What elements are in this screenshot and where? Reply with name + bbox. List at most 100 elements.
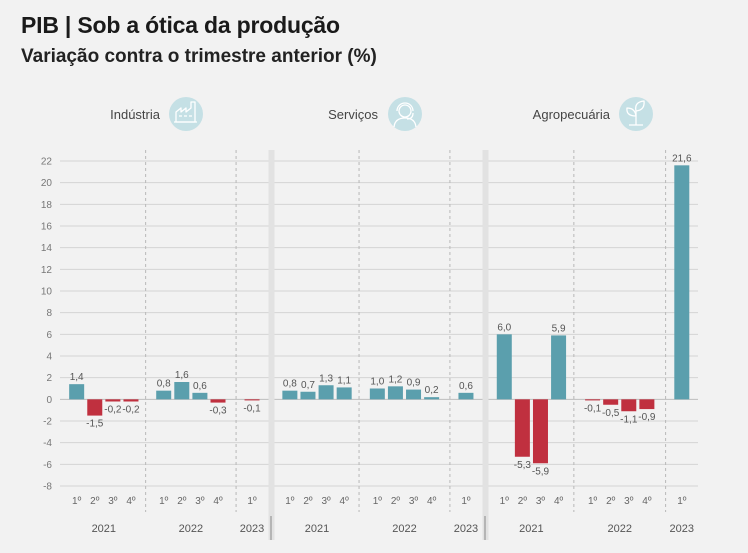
year-group-2023: -0,1 1º 2023 [240, 399, 264, 535]
data-label: 1,3 [319, 373, 333, 384]
data-label: 21,6 [672, 153, 692, 164]
data-label: 5,9 [552, 323, 566, 334]
factory-icon [169, 97, 203, 131]
bar [244, 399, 260, 401]
y-tick-label: -2 [43, 417, 52, 428]
data-label: 6,0 [497, 322, 511, 333]
x-tick-label: 4º [554, 496, 564, 507]
x-tick-label: 1º [588, 496, 598, 507]
bar [192, 392, 208, 400]
year-group-2021: 1,4 1º -1,5 2º -0,2 3º -0,2 4º 2021 [69, 150, 147, 535]
factory-details [174, 115, 197, 123]
year-label: 2021 [519, 523, 543, 535]
x-tick-label: 2º [518, 496, 528, 507]
year-group-2021: 6,0 1º -5,3 2º -5,9 3º 5,9 4º 2021 [496, 150, 575, 535]
x-tick-label: 2º [606, 496, 616, 507]
panel-serviços: Serviços 0,8 1º 0,7 2º 1,3 3º 1,1 4º 2021 1,0 1º 1,2… [282, 97, 478, 535]
year-group-2021: 0,8 1º 0,7 2º 1,3 3º 1,1 4º 2021 [282, 150, 360, 535]
bar [387, 386, 403, 400]
x-tick-label: 4º [126, 496, 136, 507]
data-label: -5,9 [532, 466, 550, 477]
mic [406, 112, 414, 120]
data-label: -0,5 [602, 408, 620, 419]
bar [105, 399, 121, 402]
bar [123, 399, 139, 402]
factory-outline [175, 101, 196, 123]
y-tick-label: 8 [46, 308, 52, 319]
y-tick-label: 2 [46, 373, 52, 384]
icon-circle [169, 97, 203, 131]
year-group-2023: 0,6 1º 2023 [454, 381, 478, 535]
y-tick-label: 12 [41, 265, 53, 276]
y-tick-label: 14 [41, 243, 53, 254]
x-tick-label: 2º [303, 496, 313, 507]
year-label: 2021 [305, 523, 329, 535]
bar [532, 399, 548, 464]
x-tick-label: 1º [461, 496, 471, 507]
x-tick-label: 1º [677, 496, 687, 507]
bar [603, 399, 619, 405]
bar [514, 399, 530, 457]
data-label: 0,6 [459, 381, 473, 392]
icon-circle [388, 97, 422, 131]
bar [639, 399, 655, 410]
x-tick-label: 3º [409, 496, 419, 507]
y-tick-label: 6 [46, 330, 52, 341]
year-label: 2022 [179, 523, 203, 535]
bar [282, 390, 298, 400]
data-label: -0,3 [209, 406, 227, 417]
plant-icon [619, 97, 653, 131]
data-label: -1,1 [620, 414, 638, 425]
year-label: 2021 [92, 523, 116, 535]
data-label: 1,4 [70, 372, 84, 383]
x-tick-label: 4º [213, 496, 223, 507]
year-label: 2023 [670, 523, 694, 535]
y-tick-label: 20 [41, 178, 53, 189]
bar [318, 385, 334, 400]
bar [585, 399, 601, 401]
data-label: 1,6 [175, 370, 189, 381]
year-group-2022: -0,1 1º -0,5 2º -1,1 3º -0,9 4º 2022 [584, 150, 667, 535]
chart-title: PIB | Sob a ótica da produção [21, 12, 340, 38]
data-label: 1,2 [388, 374, 402, 385]
data-label: -0,1 [243, 403, 261, 414]
data-label: 0,7 [301, 380, 315, 391]
data-label: 0,2 [425, 385, 439, 396]
panel-divider [268, 150, 275, 540]
x-tick-label: 1º [285, 496, 295, 507]
data-label: -0,2 [122, 405, 140, 416]
year-label: 2023 [240, 523, 264, 535]
x-tick-label: 2º [90, 496, 100, 507]
x-tick-label: 2º [391, 496, 401, 507]
panel-divider [482, 150, 489, 540]
x-tick-label: 2º [177, 496, 187, 507]
bar [424, 397, 440, 400]
data-label: -5,3 [514, 460, 532, 471]
data-label: -1,5 [86, 419, 104, 430]
x-tick-label: 1º [247, 496, 257, 507]
panel-label: Agropecuária [533, 107, 611, 122]
x-tick-label: 1º [373, 496, 383, 507]
year-label: 2023 [454, 523, 478, 535]
y-tick-label: 10 [41, 287, 53, 298]
y-tick-label: 0 [46, 395, 52, 406]
year-group-2022: 0,8 1º 1,6 2º 0,6 3º -0,3 4º 2022 [156, 150, 237, 535]
x-tick-label: 1º [159, 496, 169, 507]
panel-indústria: Indústria 1,4 1º -1,5 2º -0,2 3º -0,2 4º 2021 0,8 1… [69, 97, 264, 535]
bar [336, 387, 352, 400]
x-tick-label: 3º [536, 496, 546, 507]
data-label: 0,8 [283, 379, 297, 390]
year-label: 2022 [607, 523, 631, 535]
x-tick-label: 3º [624, 496, 634, 507]
x-tick-label: 4º [340, 496, 350, 507]
year-group-2022: 1,0 1º 1,2 2º 0,9 3º 0,2 4º 2022 [369, 150, 451, 535]
year-label: 2022 [392, 523, 416, 535]
bar [496, 334, 512, 400]
bar [621, 399, 637, 412]
leaf-left [626, 107, 637, 117]
data-label: -0,2 [104, 405, 122, 416]
headset-person-icon [388, 97, 422, 131]
panel-label: Indústria [110, 107, 161, 122]
y-tick-label: -4 [43, 438, 52, 449]
